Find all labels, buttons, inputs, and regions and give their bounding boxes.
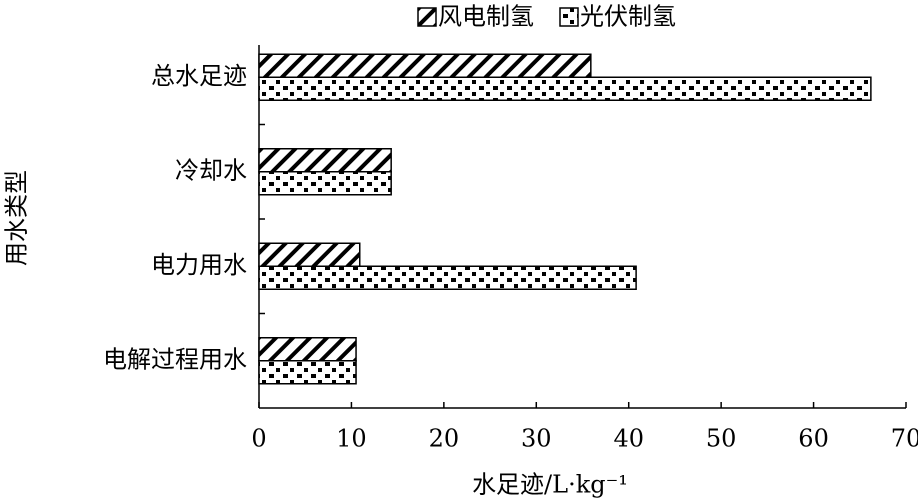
x-tick-label: 30 [521,425,552,453]
x-tick-label: 60 [798,425,829,453]
bar [258,265,637,290]
x-tick-label: 0 [251,425,266,453]
bar [258,53,592,78]
legend-label: 风电制氢 [438,3,534,31]
y-tick-label: 总水足迹 [151,62,247,90]
x-tick-label: 50 [706,425,737,453]
x-axis-title: 水足迹/L·kg⁻¹ [472,471,628,499]
bar [258,171,392,196]
bar [258,148,392,173]
bar [258,242,361,267]
x-tick-label: 70 [891,425,918,453]
x-tick-label: 20 [429,425,460,453]
y-axis-title: 用水类型 [3,170,31,266]
y-tick-label: 电解过程用水 [103,345,247,373]
y-tick-label: 电力用水 [151,251,247,279]
bar [258,76,872,101]
legend-label: 光伏制氢 [580,3,676,31]
legend-swatch [417,7,437,27]
y-tick-label: 冷却水 [175,156,247,184]
x-tick-label: 40 [613,425,644,453]
legend-swatch [559,7,579,27]
x-tick-label: 10 [336,425,367,453]
bar [258,360,357,385]
bar [258,337,357,362]
